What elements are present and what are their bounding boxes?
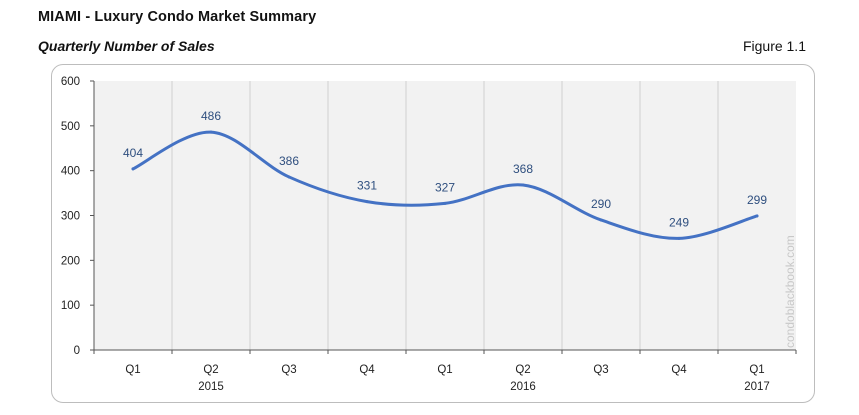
y-tick-label: 300 [61, 211, 80, 223]
y-tick-label: 0 [74, 345, 80, 357]
x-tick-label: Q1 [437, 364, 452, 376]
data-point [443, 201, 447, 205]
x-tick-label: Q3 [281, 364, 296, 376]
x-tick-label: Q1 [125, 364, 140, 376]
data-label: 486 [201, 109, 221, 123]
data-label: 290 [591, 197, 611, 211]
data-label: 368 [513, 162, 533, 176]
data-label: 299 [747, 193, 767, 207]
chart-subtitle: Quarterly Number of Sales [38, 38, 215, 54]
data-point [365, 200, 369, 204]
axes [90, 80, 797, 354]
y-tick-label: 600 [61, 76, 80, 88]
figure-label: Figure 1.1 [742, 38, 806, 54]
x-tick-label: Q1 [749, 364, 764, 376]
x-tick-label: Q2 [515, 364, 530, 376]
y-tick-label: 200 [61, 255, 80, 267]
data-point [131, 167, 135, 171]
y-tick-label: 400 [61, 166, 80, 178]
tick-labels: 0 100 200 300 400 500 600 Q1 Q2 Q3 Q4 Q1 Q2 Q3 Q4 Q1 201… [61, 76, 770, 393]
report-title: MIAMI - Luxury Condo Market Summary [38, 9, 317, 25]
data-point [755, 214, 759, 218]
data-point [209, 130, 213, 134]
grid-lines [171, 81, 719, 350]
plot-area [94, 81, 796, 350]
data-label: 386 [279, 154, 299, 168]
data-label: 327 [435, 180, 455, 194]
x-tick-label: Q2 [203, 364, 218, 376]
data-labels: 404 486 386 331 327 368 290 249 299 [123, 109, 767, 229]
x-tick-label: Q3 [593, 364, 608, 376]
series-layer [131, 130, 759, 240]
data-point [521, 183, 525, 187]
data-label: 249 [669, 215, 689, 229]
data-point [677, 236, 681, 240]
watermark: condoblackbook.com [783, 235, 797, 348]
y-tick-label: 500 [61, 121, 80, 133]
x-year-label: 2017 [744, 381, 770, 393]
y-tick-label: 100 [61, 300, 80, 312]
x-tick-label: Q4 [671, 364, 687, 376]
x-year-label: 2015 [198, 381, 224, 393]
x-year-label: 2016 [510, 381, 536, 393]
x-tick-label: Q4 [359, 364, 375, 376]
data-point [599, 218, 603, 222]
data-label: 331 [357, 179, 377, 193]
data-point [287, 175, 291, 179]
data-label: 404 [123, 146, 143, 160]
